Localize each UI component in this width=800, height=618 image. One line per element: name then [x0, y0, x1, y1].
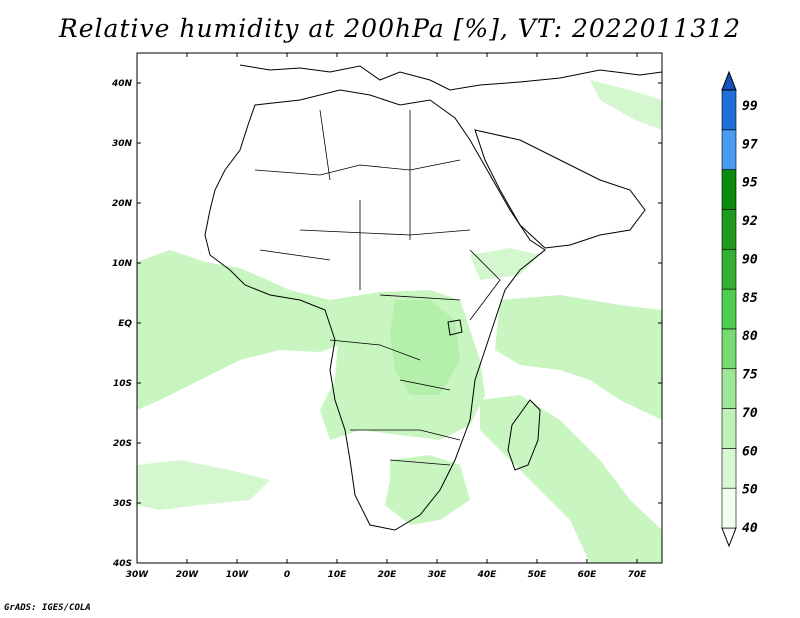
colorbar-segment — [721, 408, 737, 449]
lat-tick-label: 10N — [112, 259, 133, 269]
grads-credit: GrADS: IGES/COLA — [4, 603, 91, 613]
lon-tick-label: 40E — [477, 570, 498, 580]
lon-tick-label: 10W — [226, 570, 250, 580]
colorbar-bottom-arrow — [721, 527, 737, 548]
lat-tick-label: EQ — [118, 319, 132, 329]
colorbar-segment — [721, 89, 737, 131]
colorbar-segment — [721, 248, 737, 290]
madagascar-coastline — [507, 399, 541, 471]
country-borders — [254, 109, 501, 466]
colorbar-segment — [721, 368, 737, 409]
humidity-fields — [137, 80, 662, 563]
lon-tick-label: 70E — [628, 570, 648, 580]
map-title: Relative humidity at 200hPa [%], VT: 202… — [58, 14, 742, 43]
lon-tick-label: 30W — [126, 570, 150, 580]
colorbar-label: 60 — [742, 444, 758, 459]
colorbar-label: 85 — [742, 291, 758, 306]
colorbar-label: 50 — [742, 483, 758, 498]
lat-tick-label: 30N — [112, 139, 133, 149]
lat-tick-label: 10S — [113, 379, 132, 389]
arabia-coastline — [474, 129, 646, 249]
colorbar-label: 40 — [742, 521, 758, 536]
lat-tick-label: 40S — [112, 559, 132, 569]
colorbar-label: 97 — [742, 137, 758, 152]
europe-coastline — [239, 64, 662, 91]
map-frame — [136, 52, 663, 564]
colorbar-segment — [721, 209, 737, 250]
lat-tick-label: 20S — [113, 439, 132, 449]
africa-coastline — [204, 89, 546, 531]
latitude-ticks: 40N 30N 20N 10N EQ 10S 20S 30S 40S — [111, 79, 662, 569]
colorbar-segment — [721, 129, 737, 170]
colorbar: 99 97 95 92 90 85 80 75 70 60 50 40 — [721, 70, 758, 548]
lat-tick-label: 20N — [112, 199, 133, 209]
humidity-area-lake-region — [390, 300, 460, 395]
lake-victoria — [447, 319, 463, 336]
lon-tick-label: 20E — [378, 570, 398, 580]
humidity-area-madagascar-swath — [480, 395, 662, 563]
lon-tick-label: 10E — [328, 570, 348, 580]
lon-tick-label: 60E — [578, 570, 598, 580]
colorbar-segment — [721, 448, 737, 489]
colorbar-segment — [721, 487, 737, 529]
colorbar-segment — [721, 288, 737, 330]
lat-tick-label: 40N — [111, 79, 133, 89]
colorbar-segment — [721, 169, 737, 210]
colorbar-label: 99 — [742, 99, 758, 114]
humidity-area-northeast — [590, 80, 662, 130]
lon-tick-label: 20W — [176, 570, 200, 580]
colorbar-top-arrow — [721, 70, 737, 91]
lon-tick-label: 0 — [284, 570, 290, 580]
humidity-area-atlantic-band — [137, 250, 340, 410]
humidity-area-southern-africa — [385, 455, 470, 525]
colorbar-label: 92 — [742, 214, 758, 229]
humidity-area-indian-ocean — [495, 295, 662, 420]
colorbar-label: 75 — [742, 368, 758, 383]
colorbar-label: 95 — [742, 176, 758, 191]
lon-tick-label: 30E — [428, 570, 448, 580]
humidity-area-atlantic-south — [137, 460, 270, 510]
lat-tick-label: 30S — [113, 499, 132, 509]
colorbar-label: 80 — [742, 329, 758, 344]
coastlines — [204, 64, 662, 531]
colorbar-label: 90 — [742, 252, 758, 267]
colorbar-segment — [721, 328, 737, 370]
humidity-area-horn — [470, 248, 540, 280]
longitude-ticks: 30W 20W 10W 0 10E 20E 30E 40E 50E 60E 70E — [126, 53, 647, 580]
lon-tick-label: 50E — [528, 570, 548, 580]
colorbar-label: 70 — [742, 406, 758, 421]
